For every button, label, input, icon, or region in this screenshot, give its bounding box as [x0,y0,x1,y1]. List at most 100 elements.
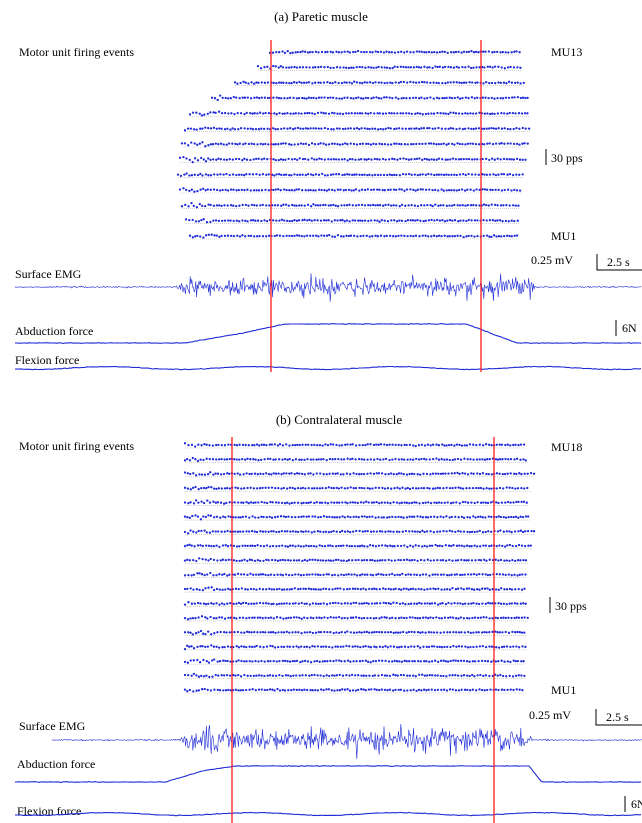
firing-event-dot [471,81,474,84]
firing-event-dot [393,127,396,131]
firing-event-dot [409,66,413,69]
firing-event-dot [223,219,227,222]
firing-event-dot [263,219,266,222]
firing-event-dot [495,572,498,576]
firing-event-dot [440,588,443,591]
firing-event-dot [308,558,311,561]
flexion-force-trace [14,365,642,371]
firing-event-dot [486,65,489,68]
firing-event-dot [459,616,462,619]
firing-event-dot [501,573,505,576]
firing-event-dot [253,616,256,619]
firing-event-dot [348,51,352,54]
firing-event-dot [446,235,449,238]
firing-event-dot [438,645,441,649]
firing-event-dot [508,674,511,678]
firing-event-dot [378,142,381,145]
firing-event-dot [280,501,284,505]
firing-event-dot [220,204,223,208]
firing-event-dot [429,203,432,207]
firing-event-dot [391,443,394,446]
firing-event-dot [238,473,242,476]
firing-event-dot [283,502,287,505]
firing-event-dot [266,457,270,461]
firing-event-dot [207,661,211,664]
firing-event-dot [300,617,303,620]
firing-event-dot [304,157,307,161]
firing-event-dot [336,234,340,237]
firing-event-dot [490,81,494,85]
firing-event-dot [205,544,208,547]
firing-event-dot [275,82,278,85]
firing-event-dot [293,587,296,590]
firing-event-dot [223,645,226,649]
firing-event-dot [283,457,287,461]
firing-event-dot [506,544,509,547]
firing-event-dot [411,530,414,533]
firing-event-dot [526,529,530,533]
firing-event-dot [193,173,196,176]
firing-event-dot [439,659,443,662]
firing-event-dot [322,473,325,476]
firing-event-dot [328,645,331,649]
firing-event-dot [327,112,331,115]
firing-event-dot [323,126,327,130]
firing-event-dot [510,51,513,54]
firing-event-dot [421,529,424,532]
firing-event-dot [377,472,381,475]
firing-event-dot [213,658,216,661]
firing-event-dot [438,616,441,620]
firing-event-dot [375,443,378,446]
firing-event-dot [292,688,296,691]
firing-event-dot [419,219,422,222]
firing-event-dot [405,501,409,504]
firing-event-dot [517,587,520,591]
firing-event-dot [327,188,331,191]
firing-event-dot [446,645,449,649]
firing-event-dot [274,516,277,519]
firing-event-dot [472,443,475,446]
firing-event-dot [374,234,377,237]
firing-event-dot [404,173,408,176]
firing-event-dot [183,471,187,474]
firing-event-dot [348,544,351,548]
firing-event-dot [251,173,255,176]
firing-event-dot [486,142,489,145]
firing-event-dot [429,530,432,533]
firing-event-dot [404,66,408,69]
firing-event-dot [232,95,235,99]
firing-event-dot [305,515,308,518]
firing-event-dot [420,443,424,446]
firing-event-dot [392,204,395,207]
firing-event-dot [228,457,231,461]
firing-event-dot [452,81,455,84]
firing-event-dot [494,616,497,619]
firing-event-dot [363,458,366,461]
firing-event-dot [502,204,505,207]
firing-event-dot [452,630,455,634]
firing-event-dot [198,473,201,476]
firing-event-dot [527,544,530,547]
firing-event-dot [475,573,478,576]
firing-event-dot [335,616,338,619]
firing-event-dot [398,646,401,649]
firing-event-dot [251,443,254,447]
firing-event-dot [310,219,313,222]
firing-event-dot [228,173,231,177]
firing-event-dot [504,96,508,99]
firing-event-dot [220,443,223,447]
firing-event-dot [274,631,277,635]
firing-event-dot [346,530,350,533]
firing-event-dot [477,127,481,130]
firing-event-dot [450,51,453,54]
firing-event-dot [275,96,278,99]
firing-event-dot [224,544,227,547]
firing-event-dot [193,602,196,605]
firing-event-dot [365,630,369,634]
firing-event-dot [380,81,383,84]
firing-event-dot [447,616,450,620]
firing-event-dot [203,113,206,116]
firing-event-dot [348,689,352,692]
firing-event-dot [293,659,296,663]
firing-event-dot [335,659,338,662]
